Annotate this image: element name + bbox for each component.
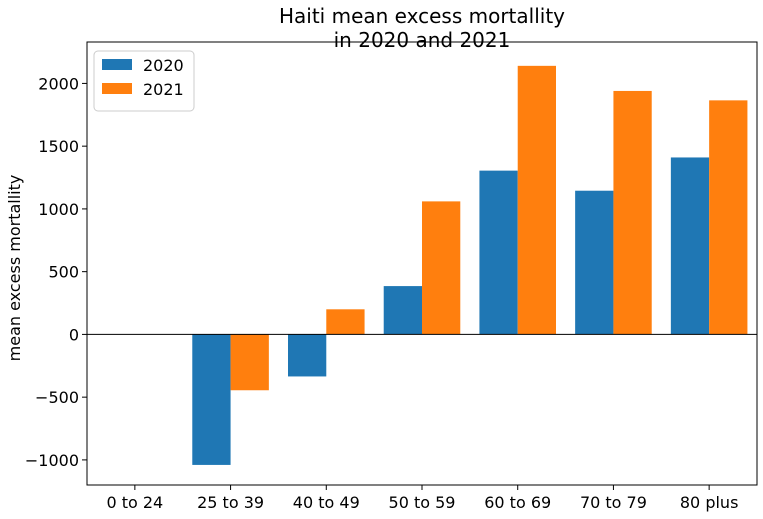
- legend-swatch-2021: [102, 83, 132, 94]
- y-tick-label: −1000: [25, 451, 79, 470]
- bar-2021-40-to-49: [326, 309, 365, 335]
- legend-swatch-2020: [102, 59, 132, 70]
- bar-2021-25-to-39: [230, 334, 269, 391]
- y-axis-label: mean excess mortallity: [5, 175, 24, 362]
- bar-2020-70-to-79: [575, 190, 614, 335]
- y-tick-label: 1000: [38, 200, 79, 219]
- y-tick-label: 1500: [38, 137, 79, 156]
- x-tick-label: 50 to 59: [389, 493, 456, 512]
- chart-title-line-1: Haiti mean excess mortallity: [279, 4, 565, 28]
- y-tick-label: −500: [35, 388, 79, 407]
- bar-2020-60-to-69: [479, 170, 518, 335]
- bar-2021-60-to-69: [517, 65, 556, 335]
- x-tick-label: 25 to 39: [197, 493, 264, 512]
- bar-2021-70-to-79: [613, 90, 652, 335]
- bar-2020-25-to-39: [192, 334, 231, 465]
- bar-2020-50-to-59: [383, 286, 422, 335]
- x-tick-label: 40 to 49: [293, 493, 360, 512]
- x-tick-label: 70 to 79: [580, 493, 647, 512]
- x-tick-label: 0 to 24: [106, 493, 163, 512]
- bar-2020-40-to-49: [288, 334, 327, 377]
- plot-area: −1000 −500 0 500 1000 1500 2000 0 to 24 25 to 39…: [25, 41, 758, 512]
- bar-2021-80-plus: [709, 100, 748, 335]
- bar-2020-80-plus: [670, 157, 710, 335]
- y-tick-label: 2000: [38, 74, 79, 93]
- x-tick-label: 80 plus: [680, 493, 739, 512]
- legend-label-2021: 2021: [143, 80, 184, 99]
- legend-label-2020: 2020: [143, 56, 184, 75]
- y-tick-label: 0: [69, 325, 79, 344]
- chart-title-line-2: in 2020 and 2021: [334, 28, 511, 52]
- y-tick-label: 500: [48, 263, 79, 282]
- bar-2021-50-to-59: [422, 201, 461, 335]
- x-tick-label: 60 to 69: [484, 493, 551, 512]
